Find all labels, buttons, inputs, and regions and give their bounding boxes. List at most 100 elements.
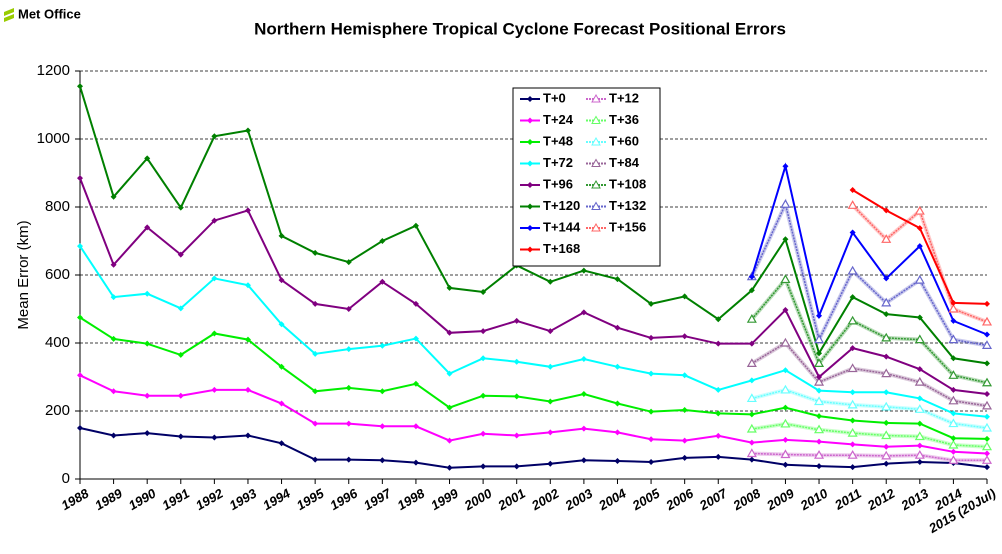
marker	[948, 370, 959, 379]
x-tick-label: 1996	[327, 485, 360, 513]
marker	[77, 425, 83, 431]
marker	[446, 404, 453, 411]
x-tick-label: 2009	[763, 485, 797, 513]
y-tick-label: 1000	[37, 130, 70, 147]
x-tick-label: 2013	[898, 485, 932, 513]
marker	[580, 391, 587, 397]
marker	[950, 448, 957, 455]
marker	[614, 400, 621, 407]
marker	[881, 368, 892, 378]
marker	[984, 435, 990, 442]
marker	[950, 355, 957, 362]
marker	[948, 395, 959, 405]
x-tick-label: 1995	[294, 485, 327, 513]
marker	[950, 299, 957, 306]
marker	[948, 455, 959, 464]
marker	[648, 370, 655, 377]
legend-label: T+48	[543, 133, 573, 148]
marker	[849, 464, 856, 471]
marker	[513, 393, 520, 400]
marker	[916, 225, 923, 232]
marker	[948, 418, 959, 428]
legend-marker	[591, 115, 601, 124]
marker	[412, 300, 419, 307]
marker	[748, 377, 755, 384]
marker	[278, 400, 285, 407]
marker	[814, 449, 825, 459]
marker	[814, 424, 825, 434]
x-tick-label: 2001	[495, 486, 528, 514]
marker	[984, 331, 990, 338]
marker	[816, 350, 823, 357]
legend-label: T+72	[543, 155, 573, 170]
marker	[849, 345, 856, 352]
marker	[681, 293, 688, 300]
marker	[480, 463, 487, 470]
legend-marker	[527, 225, 533, 231]
series-line	[750, 162, 988, 336]
x-tick-label: 2012	[864, 485, 898, 513]
x-tick-label: 2002	[528, 485, 562, 513]
series-line	[751, 423, 988, 448]
marker	[110, 335, 117, 342]
legend-label: T+84	[609, 155, 640, 170]
x-tick-label: 2011	[831, 486, 864, 513]
marker	[547, 328, 554, 335]
marker	[748, 456, 755, 463]
marker	[681, 437, 688, 444]
marker	[312, 300, 319, 307]
marker	[748, 439, 755, 446]
x-tick-label: 2004	[595, 485, 629, 513]
x-tick-label: 1990	[126, 485, 159, 513]
marker	[648, 300, 655, 307]
marker	[480, 328, 487, 335]
marker	[412, 459, 419, 466]
marker	[278, 440, 285, 447]
marker	[981, 422, 993, 432]
legend-marker	[591, 179, 601, 189]
marker	[312, 388, 319, 395]
marker	[981, 455, 993, 464]
series-line	[79, 427, 988, 469]
series-line-halo	[750, 275, 988, 385]
marker	[614, 324, 621, 331]
marker	[379, 238, 386, 244]
legend-marker	[591, 158, 601, 167]
marker	[814, 358, 825, 367]
legend-marker	[527, 96, 533, 102]
marker	[614, 276, 621, 283]
series-line	[79, 374, 988, 455]
marker	[981, 441, 993, 451]
marker	[547, 363, 554, 370]
marker	[849, 389, 856, 396]
marker	[648, 408, 655, 415]
marker	[914, 404, 925, 413]
marker	[278, 277, 285, 284]
marker	[211, 133, 218, 140]
marker	[480, 430, 487, 437]
marker	[715, 453, 722, 460]
x-tick-label: 1991	[159, 486, 192, 513]
marker	[816, 438, 823, 445]
marker	[144, 224, 151, 231]
marker	[914, 274, 925, 284]
marker	[614, 429, 621, 436]
marker	[110, 261, 117, 268]
marker	[177, 433, 184, 440]
marker	[782, 236, 789, 243]
chart-title: Northern Hemisphere Tropical Cyclone For…	[254, 19, 786, 38]
series-line	[751, 452, 987, 462]
marker	[780, 449, 791, 459]
marker	[984, 391, 990, 397]
marker	[211, 386, 218, 393]
marker	[847, 399, 858, 409]
marker	[847, 265, 858, 275]
marker	[379, 423, 386, 430]
marker	[681, 454, 688, 461]
series-line	[79, 86, 988, 365]
marker	[814, 376, 825, 386]
marker	[984, 300, 990, 307]
marker	[177, 251, 184, 258]
marker	[746, 448, 757, 458]
marker	[780, 418, 791, 428]
